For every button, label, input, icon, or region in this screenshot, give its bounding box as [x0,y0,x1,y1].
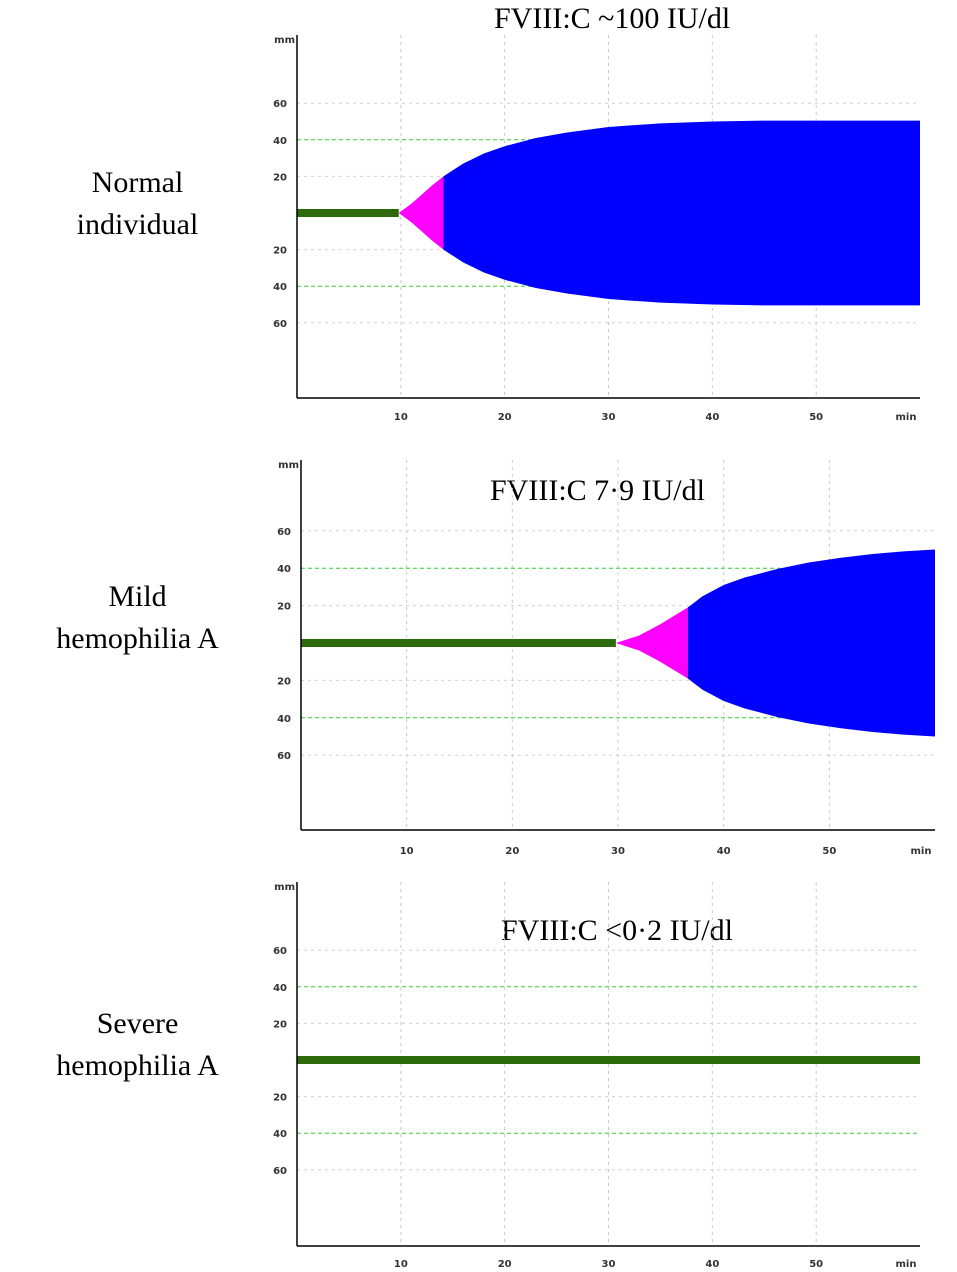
chart-title-mild: FVIII:C 7·9 IU/dl [490,474,705,507]
y-tick-label: 40 [273,983,287,994]
y-tick-label: 60 [273,99,287,110]
series-envelope-2 [443,120,920,306]
x-tick-label: 40 [705,1259,719,1270]
x-unit-label: min [896,412,917,423]
x-unit-label: min [896,1259,917,1270]
chart-severe-hemophilia: 60 40 20 20 40 60 mm 10 20 30 40 50 min [273,882,920,1270]
x-unit-label: min [911,846,932,857]
y-unit-label: mm [278,460,299,471]
x-tick-label: 50 [809,1259,823,1270]
x-tick-label: 20 [498,412,512,423]
x-tick-label: 10 [400,846,414,857]
y-tick-label: 20 [277,602,291,613]
row-label-severe: Severe hemophilia A [56,1007,219,1082]
y-tick-label: 40 [273,1129,287,1140]
y-tick-label: 20 [273,246,287,257]
y-tick-label: 20 [273,1093,287,1104]
x-tick-label: 20 [498,1259,512,1270]
x-tick-label: 30 [611,846,625,857]
y-tick-label: 20 [273,172,287,183]
x-tick-label: 30 [602,412,616,423]
chart-normal-individual: 60 40 20 20 40 60 mm 10 20 30 40 50 min [273,35,920,423]
x-tick-label: 10 [394,1259,408,1270]
x-tick-label: 50 [822,846,836,857]
chart-mild-hemophilia: 60 40 20 20 40 60 mm 10 20 30 40 50 min [277,460,935,857]
y-unit-label: mm [274,882,295,893]
y-tick-label: 60 [273,319,287,330]
x-tick-label: 40 [717,846,731,857]
y-tick-label: 20 [273,1019,287,1030]
series-envelope-2 [687,549,935,737]
y-tick-label: 60 [273,946,287,957]
y-tick-label: 40 [277,564,291,575]
row-label-mild: Mild hemophilia A [56,580,219,655]
chart-title-normal: FVIII:C ~100 IU/dl [494,2,731,35]
y-tick-label: 60 [273,1166,287,1177]
x-tick-label: 40 [705,412,719,423]
y-tick-label: 40 [277,714,291,725]
x-tick-label: 10 [394,412,408,423]
y-tick-label: 60 [277,751,291,762]
y-tick-label: 60 [277,527,291,538]
x-tick-label: 50 [809,412,823,423]
y-tick-label: 20 [277,676,291,687]
y-unit-label: mm [274,35,295,46]
y-tick-label: 40 [273,282,287,293]
x-tick-label: 20 [505,846,519,857]
series-envelope-1 [615,607,688,679]
series-envelope-1 [398,176,444,250]
row-label-normal: Normal individual [76,166,199,241]
x-tick-label: 30 [602,1259,616,1270]
chart-title-severe: FVIII:C <0·2 IU/dl [501,914,733,947]
y-tick-label: 40 [273,136,287,147]
